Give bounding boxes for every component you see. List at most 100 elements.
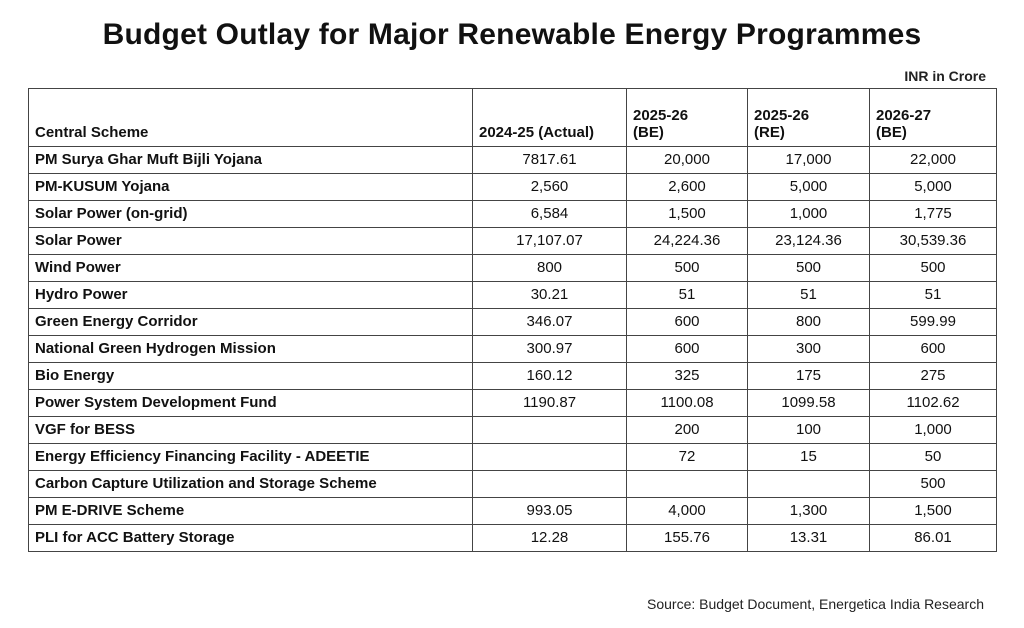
scheme-name-cell: Power System Development Fund [28, 389, 473, 417]
value-cell: 2,600 [626, 173, 748, 201]
column-header: 2025-26 (BE) [626, 88, 748, 147]
value-cell: 24,224.36 [626, 227, 748, 255]
table-row: VGF for BESS 200 100 1,000 [28, 416, 997, 444]
value-cell: 175 [747, 362, 870, 390]
value-cell: 325 [626, 362, 748, 390]
value-cell [626, 470, 748, 498]
value-cell: 1102.62 [869, 389, 997, 417]
budget-table: Central Scheme 2024-25 (Actual) 2025-26 (BE… [28, 88, 997, 552]
value-cell: 2,560 [472, 173, 627, 201]
value-cell: 30.21 [472, 281, 627, 309]
scheme-name-cell: Energy Efficiency Financing Facility - A… [28, 443, 473, 471]
scheme-name-cell: PM E-DRIVE Scheme [28, 497, 473, 525]
value-cell: 6,584 [472, 200, 627, 228]
column-header-year: 2026-27 [876, 107, 932, 124]
value-cell: 86.01 [869, 524, 997, 552]
scheme-name-cell: PLI for ACC Battery Storage [28, 524, 473, 552]
scheme-name-cell: VGF for BESS [28, 416, 473, 444]
value-cell: 13.31 [747, 524, 870, 552]
value-cell: 500 [747, 254, 870, 282]
value-cell: 4,000 [626, 497, 748, 525]
scheme-name-cell: Solar Power (on-grid) [28, 200, 473, 228]
column-header-year: 2025-26 [633, 107, 689, 124]
column-header: Central Scheme [28, 88, 473, 147]
value-cell: 600 [626, 335, 748, 363]
page-title: Budget Outlay for Major Renewable Energy… [102, 18, 922, 51]
value-cell: 500 [869, 254, 997, 282]
value-cell: 160.12 [472, 362, 627, 390]
value-cell: 1100.08 [626, 389, 748, 417]
value-cell: 72 [626, 443, 748, 471]
value-cell: 1,000 [869, 416, 997, 444]
value-cell [472, 470, 627, 498]
value-cell: 1099.58 [747, 389, 870, 417]
table-row: National Green Hydrogen Mission 300.97 600… [28, 335, 997, 363]
scheme-name-cell: National Green Hydrogen Mission [28, 335, 473, 363]
column-header-year: 2025-26 [754, 107, 810, 124]
value-cell: 1,500 [626, 200, 748, 228]
table-row: PM Surya Ghar Muft Bijli Yojana 7817.61 20… [28, 146, 997, 174]
table-row: PM-KUSUM Yojana 2,560 2,600 5,000 5,000 [28, 173, 997, 201]
scheme-name-cell: Green Energy Corridor [28, 308, 473, 336]
value-cell: 5,000 [747, 173, 870, 201]
value-cell: 1,300 [747, 497, 870, 525]
value-cell: 100 [747, 416, 870, 444]
value-cell: 5,000 [869, 173, 997, 201]
table-row: Energy Efficiency Financing Facility - A… [28, 443, 997, 471]
table-row: PM E-DRIVE Scheme 993.05 4,000 1,300 1,500 [28, 497, 997, 525]
table-row: Wind Power 800 500 500 500 [28, 254, 997, 282]
value-cell [472, 443, 627, 471]
value-cell: 51 [626, 281, 748, 309]
value-cell: 300 [747, 335, 870, 363]
scheme-name-cell: PM-KUSUM Yojana [28, 173, 473, 201]
table-header: Central Scheme 2024-25 (Actual) 2025-26 (BE… [28, 88, 997, 147]
value-cell: 1,500 [869, 497, 997, 525]
scheme-name-cell: PM Surya Ghar Muft Bijli Yojana [28, 146, 473, 174]
value-cell: 1,000 [747, 200, 870, 228]
value-cell: 600 [626, 308, 748, 336]
header-row: Central Scheme 2024-25 (Actual) 2025-26 (BE… [28, 88, 997, 147]
table-row: Solar Power 17,107.07 24,224.36 23,124.36 30… [28, 227, 997, 255]
scheme-name-cell: Bio Energy [28, 362, 473, 390]
value-cell: 22,000 [869, 146, 997, 174]
value-cell: 30,539.36 [869, 227, 997, 255]
value-cell: 12.28 [472, 524, 627, 552]
scheme-name-cell: Solar Power [28, 227, 473, 255]
value-cell: 155.76 [626, 524, 748, 552]
value-cell: 17,107.07 [472, 227, 627, 255]
column-header: 2026-27 (BE) [869, 88, 997, 147]
value-cell: 7817.61 [472, 146, 627, 174]
scheme-name-cell: Hydro Power [28, 281, 473, 309]
table-row: Hydro Power 30.21 51 51 51 [28, 281, 997, 309]
value-cell [747, 470, 870, 498]
column-header-label: (BE) [633, 124, 664, 141]
table-row: Power System Development Fund 1190.87 1100… [28, 389, 997, 417]
value-cell: 993.05 [472, 497, 627, 525]
table-row: Bio Energy 160.12 325 175 275 [28, 362, 997, 390]
scheme-name-cell: Carbon Capture Utilization and Storage S… [28, 470, 473, 498]
value-cell: 1190.87 [472, 389, 627, 417]
column-header: 2024-25 (Actual) [472, 88, 627, 147]
value-cell: 50 [869, 443, 997, 471]
value-cell: 17,000 [747, 146, 870, 174]
value-cell: 23,124.36 [747, 227, 870, 255]
value-cell: 300.97 [472, 335, 627, 363]
value-cell: 51 [747, 281, 870, 309]
source-note: Source: Budget Document, Energetica Indi… [647, 596, 984, 612]
value-cell: 500 [626, 254, 748, 282]
value-cell [472, 416, 627, 444]
table-row: PLI for ACC Battery Storage 12.28 155.76 13… [28, 524, 997, 552]
value-cell: 500 [869, 470, 997, 498]
value-cell: 599.99 [869, 308, 997, 336]
column-header-label: (BE) [876, 124, 907, 141]
table-row: Solar Power (on-grid) 6,584 1,500 1,000 1,77… [28, 200, 997, 228]
value-cell: 800 [472, 254, 627, 282]
column-header-label: (RE) [754, 124, 785, 141]
table-row: Carbon Capture Utilization and Storage S… [28, 470, 997, 498]
table-row: Green Energy Corridor 346.07 600 800 599.99 [28, 308, 997, 336]
value-cell: 1,775 [869, 200, 997, 228]
value-cell: 51 [869, 281, 997, 309]
value-cell: 15 [747, 443, 870, 471]
value-cell: 600 [869, 335, 997, 363]
value-cell: 346.07 [472, 308, 627, 336]
